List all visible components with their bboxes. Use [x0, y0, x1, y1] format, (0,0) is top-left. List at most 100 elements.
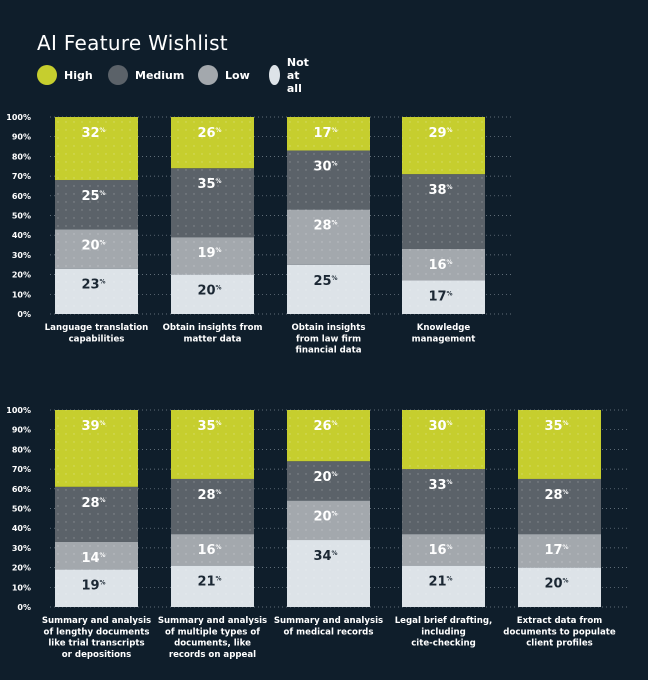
bar-segment-not-at-all-texture — [171, 274, 254, 314]
bar-segment-low-texture — [55, 541, 138, 570]
data-label: 20% — [81, 238, 105, 253]
y-tick-label: 50% — [12, 212, 31, 221]
bar-segment-not-at-all-texture — [55, 569, 138, 607]
bar-segment-medium-texture — [55, 486, 138, 542]
data-label: 14% — [81, 551, 105, 566]
y-tick-label: 0% — [17, 310, 31, 319]
y-tick-label: 80% — [12, 445, 31, 454]
y-tick-label: 0% — [17, 603, 31, 612]
bar-segment-high-texture — [171, 410, 254, 479]
category-label: Obtain insights from law firm financial da… — [291, 323, 365, 356]
data-label: 33% — [428, 478, 452, 493]
data-label: 17% — [428, 290, 452, 305]
bar-segment-high-texture — [402, 410, 485, 470]
bar-segment-medium-texture — [287, 150, 370, 210]
y-tick-label: 70% — [12, 172, 31, 181]
bar-segment-not-at-all-texture — [171, 565, 254, 607]
bar-segment-high-texture — [171, 117, 254, 169]
legend-swatch-low — [198, 65, 218, 85]
data-label: 20% — [544, 577, 568, 592]
bar-segment-low-texture — [171, 237, 254, 275]
data-label: 25% — [313, 274, 337, 289]
data-label: 20% — [313, 470, 337, 485]
data-label: 21% — [197, 575, 221, 590]
data-label: 19% — [197, 246, 221, 261]
bar-segment-high-texture — [287, 117, 370, 151]
data-label: 17% — [313, 126, 337, 141]
data-label: 25% — [81, 189, 105, 204]
data-label: 29% — [428, 126, 452, 141]
data-label: 30% — [313, 159, 337, 174]
bar-segment-not-at-all-texture — [55, 268, 138, 314]
y-tick-label: 100% — [6, 113, 31, 122]
legend-label-medium: Medium — [135, 68, 185, 82]
bar-segment-low-texture — [402, 248, 485, 281]
bar-segment-high-texture — [55, 410, 138, 487]
bar-segment-not-at-all-texture — [287, 264, 370, 314]
data-label: 35% — [197, 419, 221, 434]
bar-segment-not-at-all-texture — [518, 567, 601, 607]
y-tick-label: 60% — [12, 485, 31, 494]
chart-1: 0% 10% 20% 30% 40% 50% 60% 70% 80% 90% 100% 23% 20% 2… — [6, 113, 512, 356]
data-label: 16% — [197, 543, 221, 558]
bar-segment-medium-texture — [287, 461, 370, 501]
data-label: 23% — [81, 278, 105, 293]
bar-segment-low-texture — [402, 534, 485, 566]
y-tick-label: 40% — [12, 231, 31, 240]
bar-segment-medium-texture — [402, 174, 485, 249]
bar-segment-not-at-all-texture — [402, 565, 485, 607]
data-label: 26% — [313, 419, 337, 434]
legend-swatch-medium — [108, 65, 128, 85]
chart-2: 0% 10% 20% 30% 40% 50% 60% 70% 80% 90% 100% 19% 14% 2… — [6, 406, 630, 660]
data-label: 20% — [313, 510, 337, 525]
bar-segment-medium-texture — [55, 180, 138, 230]
category-label: Legal brief drafting, including cite-check… — [395, 616, 493, 649]
data-label: 28% — [81, 496, 105, 511]
bar-segment-not-at-all-texture — [287, 540, 370, 607]
y-tick-label: 20% — [12, 271, 31, 280]
data-label: 26% — [197, 126, 221, 141]
bar-segment-high-texture — [518, 410, 601, 479]
data-label: 35% — [544, 419, 568, 434]
data-label: 34% — [313, 549, 337, 564]
y-tick-label: 90% — [12, 133, 31, 142]
data-label: 28% — [197, 488, 221, 503]
y-tick-label: 10% — [12, 290, 31, 299]
legend-item-not-at-all: Not at all — [269, 56, 318, 95]
data-label: 38% — [428, 183, 452, 198]
bar-segment-medium-texture — [402, 469, 485, 535]
y-tick-label: 100% — [6, 406, 31, 415]
y-tick-label: 70% — [12, 465, 31, 474]
data-label: 28% — [313, 219, 337, 234]
legend-swatch-not-at-all — [269, 65, 280, 85]
y-tick-label: 40% — [12, 524, 31, 533]
legend-label-high: High — [64, 68, 93, 82]
legend-swatch-high — [37, 65, 57, 85]
bar-segment-medium-texture — [518, 478, 601, 535]
data-label: 16% — [428, 258, 452, 273]
y-tick-label: 30% — [12, 251, 31, 260]
y-tick-label: 20% — [12, 564, 31, 573]
data-label: 28% — [544, 488, 568, 503]
y-tick-label: 80% — [12, 152, 31, 161]
category-label: Language translation capabilities — [45, 323, 149, 344]
bar-segment-medium-texture — [171, 168, 254, 238]
data-label: 16% — [428, 543, 452, 558]
y-tick-label: 10% — [12, 583, 31, 592]
data-label: 35% — [197, 177, 221, 192]
category-label: Summary and analysis of multiple types of… — [158, 616, 267, 660]
bar-segment-low-texture — [287, 500, 370, 541]
data-label: 20% — [197, 284, 221, 299]
data-label: 19% — [81, 579, 105, 594]
bar-segment-medium-texture — [171, 478, 254, 535]
category-label: Extract data from documents to populate cl… — [503, 616, 616, 649]
category-label: Obtain insights from matter data — [163, 323, 263, 344]
bar-segment-high-texture — [287, 410, 370, 462]
y-tick-label: 90% — [12, 426, 31, 435]
data-label: 17% — [544, 543, 568, 558]
bar-segment-high-texture — [402, 117, 485, 175]
bar-segment-low-texture — [287, 209, 370, 265]
data-label: 21% — [428, 575, 452, 590]
bar-segment-low-texture — [518, 534, 601, 568]
